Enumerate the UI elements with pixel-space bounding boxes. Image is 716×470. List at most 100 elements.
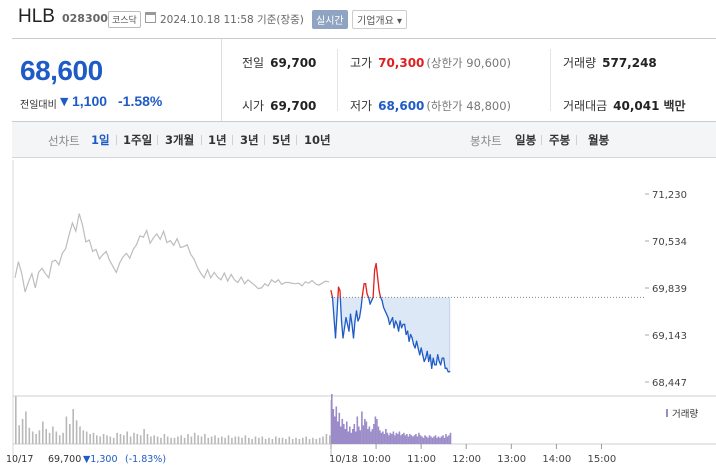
today-volume-bar xyxy=(377,426,380,444)
y-tick-label: 68,447 xyxy=(652,378,687,389)
today-volume-bar xyxy=(346,421,348,444)
low-label: 저가 xyxy=(350,99,373,113)
today-volume-bar xyxy=(409,434,411,444)
prev-volume-bar xyxy=(234,436,237,444)
prev-volume-bar xyxy=(102,434,105,444)
candle-chart-title: 봉차트 xyxy=(470,134,502,148)
prev-volume-bar xyxy=(224,437,226,445)
today-volume-bar xyxy=(445,434,447,444)
prev-volume-bar xyxy=(281,437,284,445)
prev-volume-bar xyxy=(227,435,230,445)
today-volume-bar xyxy=(427,437,429,445)
today-volume-bar xyxy=(332,409,335,444)
prev-volume-bar xyxy=(92,432,95,445)
prev-volume-bar xyxy=(52,426,54,444)
volume-value: 577,248 xyxy=(602,56,657,70)
open-label: 시가 xyxy=(242,99,265,113)
prev-volume-bar xyxy=(166,436,169,444)
prev-volume-bar xyxy=(38,430,41,445)
today-volume-bar xyxy=(391,434,393,444)
amount-unit: 백만 xyxy=(663,99,686,113)
today-volume-bar xyxy=(422,437,425,445)
prev-volume-bar xyxy=(58,435,61,445)
prev-volume-bar xyxy=(28,427,31,445)
today-series-down xyxy=(403,323,407,336)
today-volume-bar xyxy=(449,432,452,445)
today-series-down xyxy=(342,327,346,339)
candle-monthly[interactable]: 월봉 xyxy=(588,133,610,147)
today-series-down xyxy=(352,320,356,339)
prev-volume-bar xyxy=(231,437,233,445)
prev-volume-bar xyxy=(322,436,324,444)
today-series-up xyxy=(378,289,382,299)
period-1w[interactable]: 1주일 xyxy=(123,133,153,147)
today-volume-bar xyxy=(428,435,431,445)
today-volume-bar xyxy=(368,426,371,444)
period-5y[interactable]: 5년 xyxy=(272,133,291,147)
stock-header: HLB 028300 코스닥 2024.10.18 11:58 기준(장중) 실… xyxy=(0,0,716,38)
period-1y[interactable]: 1년 xyxy=(208,133,227,147)
today-volume-bar xyxy=(419,435,422,445)
prev-volume-bar xyxy=(315,439,318,444)
today-volume-bar xyxy=(403,432,405,445)
footer-prev-price: 69,700 xyxy=(48,454,81,465)
prev-volume-bar xyxy=(31,431,34,444)
today-volume-bar xyxy=(430,436,432,444)
prev-volume-bar xyxy=(170,437,172,445)
today-volume-bar xyxy=(364,419,366,444)
change-value: 1,100 xyxy=(72,93,108,109)
candle-daily[interactable]: 일봉 xyxy=(515,133,537,147)
prev-volume-bar xyxy=(35,434,37,444)
today-series-down xyxy=(422,354,425,363)
today-series-up xyxy=(375,262,379,278)
period-1d[interactable]: 1일 xyxy=(91,133,110,147)
today-series-up xyxy=(372,269,376,299)
prev-volume-bar xyxy=(197,435,199,445)
today-volume-bar xyxy=(398,431,401,444)
today-volume-bar xyxy=(361,411,363,444)
prev-close-label: 전일 xyxy=(242,56,265,70)
today-volume-bar xyxy=(343,424,345,444)
price-chart[interactable]: 71,230 70,534 69,839 69,143 68,447 10/18 10:0… xyxy=(0,160,716,470)
footer-prev-change: ▼1,300 xyxy=(83,454,118,465)
prev-volume-bar xyxy=(123,435,125,445)
today-volume-bar xyxy=(436,437,438,445)
prev-volume-bar xyxy=(187,434,189,444)
x-tick-label: 15:00 xyxy=(587,454,616,465)
today-volume-bar xyxy=(380,432,383,445)
prev-volume-bar xyxy=(42,421,44,444)
period-10y[interactable]: 10년 xyxy=(304,133,331,147)
period-3y[interactable]: 3년 xyxy=(240,133,259,147)
today-volume-bar xyxy=(418,432,420,445)
today-volume-bar xyxy=(401,434,404,444)
prev-volume-bar xyxy=(207,437,210,445)
today-volume-bar xyxy=(373,424,375,444)
prev-volume-bar xyxy=(55,431,58,444)
prev-volume-bar xyxy=(251,439,253,444)
today-series-down xyxy=(393,320,397,329)
stock-code: 028300 xyxy=(62,12,108,25)
y-tick-label: 69,839 xyxy=(652,284,687,295)
company-info-button[interactable]: 기업개요 ▾ xyxy=(352,10,407,29)
today-volume-bar xyxy=(362,425,365,445)
prev-close-cell: 전일 69,700 xyxy=(242,54,316,71)
prev-volume-bar xyxy=(210,436,213,444)
today-series-down xyxy=(443,357,446,369)
prev-volume-bar xyxy=(180,435,182,445)
today-volume-bar xyxy=(448,435,450,445)
realtime-button[interactable]: 실시간 xyxy=(312,10,348,29)
prev-volume-bar xyxy=(136,434,139,444)
lower-limit: (하한가 48,800) xyxy=(426,99,512,113)
calendar-icon xyxy=(145,12,156,23)
today-volume-bar xyxy=(392,431,395,444)
candle-weekly[interactable]: 주봉 xyxy=(549,133,571,147)
today-series-down xyxy=(408,333,412,342)
period-3m[interactable]: 3개월 xyxy=(165,133,195,147)
footer-prev-date: 10/17 xyxy=(6,454,33,465)
today-volume-bar xyxy=(371,429,374,444)
today-volume-bar xyxy=(431,437,434,445)
today-volume-bar xyxy=(395,432,398,445)
today-volume-bar xyxy=(424,435,426,445)
today-volume-bar xyxy=(337,421,339,444)
prev-volume-bar xyxy=(325,434,328,444)
